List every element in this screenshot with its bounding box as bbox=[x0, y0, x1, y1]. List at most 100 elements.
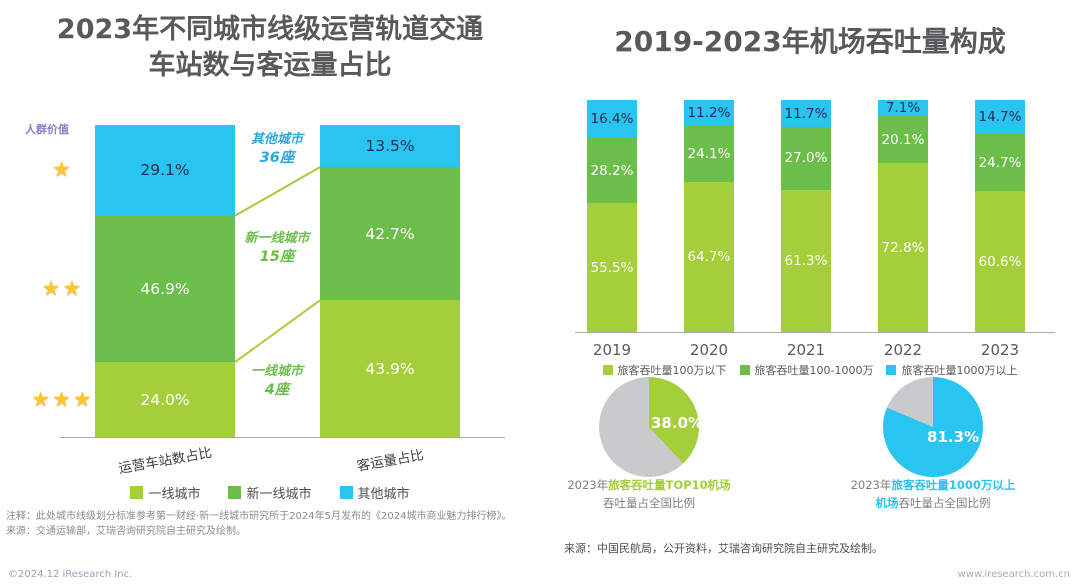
pie-caption-text: 吞吐量占全国比例 bbox=[603, 495, 695, 510]
left-chart-title-line2: 车站数与客运量占比 bbox=[148, 50, 392, 82]
annotation-count: 36座 bbox=[259, 149, 295, 166]
segment-新一线城市: 46.9% bbox=[95, 215, 235, 363]
segment-旅客吞吐量1000万以上: 11.2% bbox=[684, 100, 734, 126]
over10m-pie-caption: 2023年旅客吞吐量1000万以上机场吞吐量占全国比例 bbox=[813, 477, 1053, 513]
legend-item: 新一线城市 bbox=[228, 483, 312, 502]
segment-旅客吞吐量100万以下: 55.5% bbox=[587, 203, 637, 332]
annotation-label: 新一线城市 bbox=[244, 231, 310, 246]
segment-value-label: 72.8% bbox=[881, 239, 925, 256]
segment-value-label: 42.7% bbox=[365, 224, 415, 243]
stacked-bar-客运量占比: 13.5% 42.7% 43.9% bbox=[320, 125, 460, 437]
stacked-bar-2019: 16.4% 28.2% 55.5% bbox=[587, 100, 637, 332]
segment-value-label: 29.1% bbox=[140, 161, 190, 180]
star-rating-1: ★ bbox=[52, 157, 73, 182]
top10-pie-caption: 2023年旅客吞吐量TOP10机场 吞吐量占全国比例 bbox=[529, 477, 769, 513]
segment-value-label: 11.7% bbox=[784, 105, 828, 122]
segment-旅客吞吐量100-1000万: 24.7% bbox=[975, 134, 1025, 192]
right-legend: 旅客吞吐量100万以下 旅客吞吐量100-1000万 旅客吞吐量1000万以上 bbox=[550, 362, 1070, 378]
year-label: 2021 bbox=[786, 341, 826, 359]
category-label: 客运量占比 bbox=[355, 447, 425, 475]
legend-swatch bbox=[602, 365, 613, 375]
category-label: 运营车站数占比 bbox=[117, 444, 214, 478]
y-axis-label: 人群价值 bbox=[25, 123, 69, 136]
stacked-bar-2020: 11.2% 24.1% 64.7% bbox=[684, 100, 734, 332]
segment-旅客吞吐量100-1000万: 20.1% bbox=[878, 116, 928, 164]
year-label: 2020 bbox=[689, 341, 729, 359]
tier-annotation: 其他城市 36座 bbox=[222, 132, 332, 168]
legend-item: 一线城市 bbox=[130, 483, 200, 502]
segment-value-label: 7.1% bbox=[885, 100, 921, 117]
segment-value-label: 60.6% bbox=[978, 253, 1022, 270]
segment-value-label: 24.0% bbox=[140, 390, 190, 409]
stacked-bar-2023: 14.7% 24.7% 60.6% bbox=[975, 100, 1025, 332]
annotation-label: 其他城市 bbox=[250, 132, 303, 147]
legend-label: 一线城市 bbox=[148, 487, 201, 502]
segment-value-label: 20.1% bbox=[881, 131, 925, 148]
left-legend: 一线城市 新一线城市 其他城市 bbox=[0, 483, 540, 502]
segment-旅客吞吐量1000万以上: 11.7% bbox=[781, 100, 831, 128]
note-line1: 注释：此处城市线级划分标准参考第一财经·新一线城市研究所于2024年5月发布的《… bbox=[6, 511, 512, 522]
left-chart-title: 2023年不同城市线级运营轨道交通 车站数与客运量占比 bbox=[0, 12, 540, 85]
copyright-watermark: ©2024.12 iResearch Inc. bbox=[8, 569, 133, 580]
segment-其他城市: 29.1% bbox=[95, 125, 235, 216]
website-watermark: www.iresearch.com.cn bbox=[957, 569, 1070, 580]
segment-value-label: 11.2% bbox=[687, 104, 731, 121]
tier-annotation: 一线城市 4座 bbox=[222, 364, 332, 400]
segment-旅客吞吐量100-1000万: 27.0% bbox=[781, 127, 831, 190]
left-chart-title-line1: 2023年不同城市线级运营轨道交通 bbox=[56, 14, 484, 45]
annotation-count: 4座 bbox=[264, 381, 290, 398]
segment-value-label: 46.9% bbox=[140, 279, 190, 298]
over10m-pie-value-label: 81.3% bbox=[927, 428, 980, 446]
legend-swatch bbox=[130, 486, 144, 499]
segment-旅客吞吐量1000万以上: 14.7% bbox=[975, 100, 1025, 135]
right-chart-title: 2019-2023年机场吞吐量构成 bbox=[614, 25, 1006, 58]
pie-caption-text: 2023年 bbox=[567, 478, 609, 492]
segment-旅客吞吐量100万以下: 64.7% bbox=[684, 181, 734, 332]
legend-swatch bbox=[339, 486, 353, 499]
top10-pie-value-label: 38.0% bbox=[651, 414, 704, 432]
segment-value-label: 64.7% bbox=[687, 248, 731, 265]
year-label: 2022 bbox=[883, 341, 923, 359]
tier-annotation: 新一线城市 15座 bbox=[222, 231, 332, 267]
top10-pie-circle bbox=[599, 377, 699, 477]
legend-item: 其他城市 bbox=[339, 483, 410, 502]
stacked-bar-2022: 7.1% 20.1% 72.8% bbox=[878, 100, 928, 332]
legend-swatch bbox=[886, 365, 897, 375]
segment-旅客吞吐量100-1000万: 28.2% bbox=[587, 138, 637, 204]
segment-value-label: 27.0% bbox=[784, 150, 828, 167]
airport-panel: 2019-2023年机场吞吐量构成 旅客吞吐量100万以下 旅客吞吐量100-10… bbox=[540, 0, 1080, 584]
segment-旅客吞吐量1000万以上: 16.4% bbox=[587, 100, 637, 139]
note-line2: 来源：交通运输部，艾瑞咨询研究院自主研究及绘制。 bbox=[6, 526, 246, 537]
year-label: 2023 bbox=[980, 341, 1020, 359]
legend-label: 旅客吞吐量100万以下 bbox=[617, 364, 727, 377]
segment-value-label: 61.3% bbox=[784, 252, 828, 269]
pie-caption-text: 吞吐量占全国比例 bbox=[898, 495, 991, 510]
segment-value-label: 16.4% bbox=[590, 111, 634, 127]
over10m-pie-circle bbox=[883, 377, 983, 477]
segment-value-label: 55.5% bbox=[590, 259, 634, 276]
segment-其他城市: 13.5% bbox=[320, 125, 460, 168]
rail-transit-panel: 2023年不同城市线级运营轨道交通 车站数与客运量占比 人群价值 一线城市新一线… bbox=[0, 12, 540, 537]
stacked-bar-运营车站数占比: 29.1% 46.9% 24.0% bbox=[95, 125, 235, 437]
pie-caption-text: 旅客吞吐量1000万以上 bbox=[891, 478, 1016, 492]
over10m-airports-pie: 81.3% bbox=[883, 377, 983, 477]
segment-value-label: 43.9% bbox=[365, 359, 415, 378]
legend-swatch bbox=[739, 365, 750, 375]
year-label: 2019 bbox=[592, 341, 632, 359]
left-x-axis-line bbox=[60, 437, 505, 438]
legend-item: 旅客吞吐量1000万以上 bbox=[886, 362, 1017, 378]
pie-caption-line: 机场吞吐量占全国比例 bbox=[813, 495, 1053, 513]
right-source: 来源：中国民航局，公开资料，艾瑞咨询研究院自主研究及绘制。 bbox=[564, 542, 883, 555]
segment-一线城市: 43.9% bbox=[320, 300, 460, 437]
annotation-label: 一线城市 bbox=[250, 364, 303, 379]
top10-airports-pie: 38.0% bbox=[599, 377, 703, 477]
legend-item: 旅客吞吐量100-1000万 bbox=[739, 362, 873, 378]
pie-caption-text: 机场 bbox=[875, 495, 899, 510]
segment-一线城市: 24.0% bbox=[95, 362, 235, 437]
pie-caption-line: 2023年旅客吞吐量TOP10机场 bbox=[529, 477, 769, 495]
star-rating-3: ★★★ bbox=[31, 386, 94, 411]
legend-label: 其他城市 bbox=[357, 487, 410, 502]
segment-旅客吞吐量100万以下: 72.8% bbox=[878, 163, 928, 332]
pie-caption-text: 2023年 bbox=[850, 478, 892, 492]
segment-旅客吞吐量1000万以上: 7.1% bbox=[878, 100, 928, 117]
